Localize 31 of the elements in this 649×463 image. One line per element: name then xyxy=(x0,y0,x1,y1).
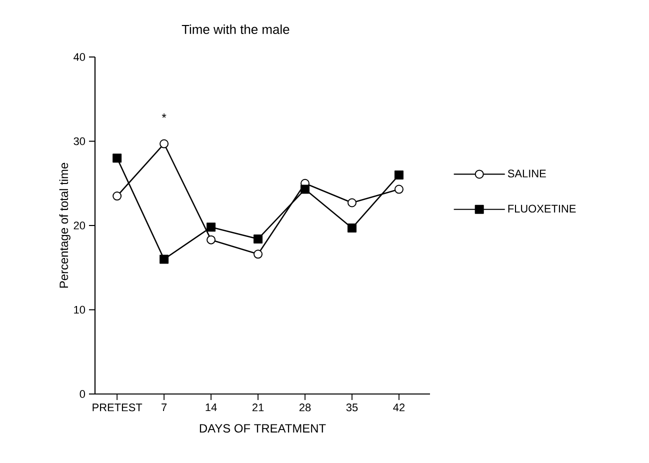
point xyxy=(206,222,216,232)
legend-label: SALINE xyxy=(508,170,546,178)
chart-title: Time with the male xyxy=(182,24,290,34)
point xyxy=(206,235,216,244)
point xyxy=(300,184,310,194)
point xyxy=(348,198,357,208)
point xyxy=(112,154,122,163)
point xyxy=(160,139,169,148)
y-axis-title: Percentage of total time xyxy=(59,162,70,288)
point xyxy=(394,170,404,180)
x-tick-label: 35 xyxy=(346,404,358,412)
point xyxy=(348,224,357,233)
annotation: * xyxy=(162,114,166,118)
x-tick-label: 21 xyxy=(252,404,264,412)
y-tick-label: 30 xyxy=(74,137,86,146)
legend-label: FLUOXETINE xyxy=(508,204,576,213)
point xyxy=(160,254,169,264)
point xyxy=(254,234,263,244)
x-tick-label: 7 xyxy=(162,404,167,412)
point xyxy=(394,184,404,194)
y-tick-label: 40 xyxy=(74,53,86,61)
y-tick-label: 20 xyxy=(74,222,86,230)
point xyxy=(112,192,122,201)
y-tick-label: 10 xyxy=(74,306,86,314)
x-tick-label: 42 xyxy=(393,404,405,412)
x-tick-label: PRETEST xyxy=(92,404,142,412)
y-tick-label: 0 xyxy=(80,390,86,398)
x-tick-label: 28 xyxy=(299,404,311,412)
point xyxy=(254,250,263,259)
x-tick-label: 14 xyxy=(206,404,217,412)
x-axis-title: DAYS OF TREATMENT xyxy=(200,424,326,433)
